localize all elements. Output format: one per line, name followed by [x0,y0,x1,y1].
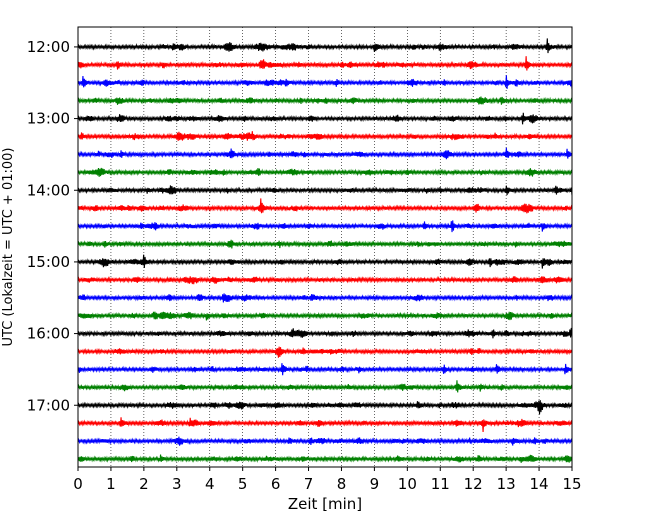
x-axis-ticks: 0 1 2 3 4 5 6 7 8 9 10 11 12 13 14 15 [73,467,582,493]
trace-1415 [77,198,573,214]
x-axis-title: Zeit [min] [288,495,362,513]
trace-1630 [77,363,573,376]
trace-1200 [77,38,573,54]
x-tick-label: 13 [497,475,516,493]
y-tick-label: 14:00 [27,181,70,199]
y-axis-title: UTC (Lokalzeit = UTC + 01:00) [1,148,16,347]
x-tick-label: 3 [172,475,182,493]
trace-1745 [77,454,573,463]
trace-1730 [77,436,573,446]
seismogram-traces [77,38,573,463]
trace-1315 [77,131,573,141]
x-tick-label: 2 [139,475,149,493]
trace-1545 [77,311,573,321]
trace-1715 [77,417,573,432]
vertical-gridlines [110,27,540,467]
trace-1530 [77,293,573,303]
x-tick-label: 4 [205,475,215,493]
x-tick-label: 10 [398,475,417,493]
y-tick-label: 12:00 [27,38,70,56]
x-tick-label: 6 [271,475,281,493]
x-tick-label: 7 [304,475,314,493]
plot-frame [77,26,573,468]
y-tick-label: 17:00 [27,396,70,414]
trace-1615 [77,346,573,358]
trace-1215 [77,56,573,71]
trace-1645 [77,380,573,393]
x-tick-label: 12 [464,475,483,493]
trace-1700 [77,400,573,415]
x-tick-label: 9 [370,475,380,493]
y-tick-label: 13:00 [27,110,70,128]
trace-1245 [77,96,573,105]
x-tick-label: 1 [106,475,116,493]
x-tick-label: 15 [562,475,581,493]
x-tick-label: 14 [530,475,549,493]
y-tick-label: 16:00 [27,325,70,343]
trace-1515 [77,275,573,285]
trace-1400 [77,185,573,196]
trace-1500 [77,254,573,269]
x-tick-label: 8 [337,475,347,493]
trace-1230 [77,75,573,90]
y-tick-label: 15:00 [27,253,70,271]
trace-1300 [77,112,573,125]
y-axis-ticks: 12:00 13:00 14:00 15:00 16:00 17:00 [27,38,78,414]
x-tick-label: 11 [431,475,450,493]
trace-1330 [77,147,573,160]
trace-1345 [77,167,573,177]
trace-1430 [77,220,573,233]
x-tick-label: 0 [73,475,83,493]
trace-1445 [77,239,573,249]
trace-1600 [77,327,573,339]
x-tick-label: 5 [238,475,248,493]
